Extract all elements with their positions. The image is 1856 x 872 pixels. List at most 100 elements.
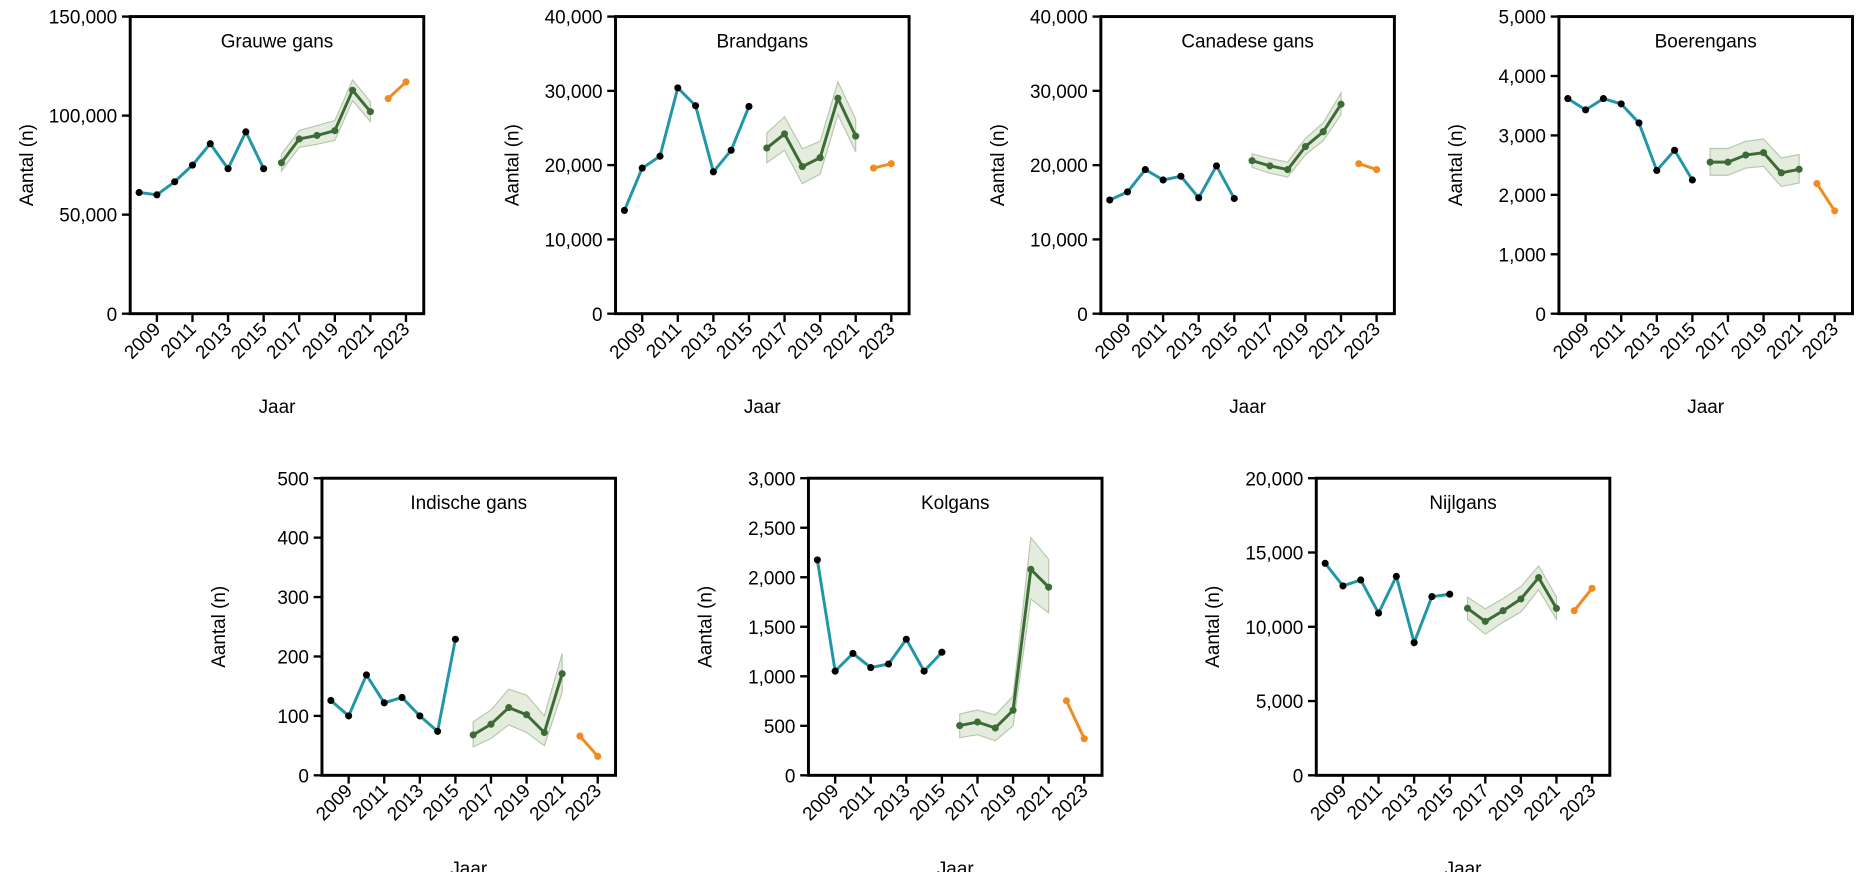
data-point: [1499, 607, 1507, 615]
x-tick-label: 2019: [1485, 781, 1530, 826]
y-tick-label: 400: [277, 529, 309, 550]
y-axis-label: Aantal (n): [1446, 124, 1467, 206]
data-point: [327, 696, 335, 705]
data-point: [1177, 172, 1185, 180]
data-point: [1617, 100, 1625, 108]
series-line: [1065, 700, 1086, 740]
y-tick-label: 100: [277, 707, 309, 728]
data-point: [1266, 162, 1274, 170]
x-tick-label: 2021: [334, 319, 379, 364]
data-point: [902, 635, 910, 643]
data-point: [1392, 572, 1400, 580]
data-point: [206, 140, 214, 148]
data-point: [831, 667, 839, 675]
x-tick-label: 2009: [606, 319, 651, 364]
data-point: [1599, 95, 1607, 103]
x-tick-label: 2021: [526, 781, 571, 826]
data-point: [1355, 160, 1363, 168]
data-point: [656, 152, 664, 160]
x-axis-label: Jaar: [1229, 397, 1266, 418]
data-point: [813, 556, 821, 564]
y-tick-label: 1,000: [748, 667, 795, 688]
data-point: [153, 191, 161, 199]
chart-panel: 010,00020,00030,00040,000200920112013201…: [502, 8, 911, 418]
y-tick-label: 0: [592, 305, 603, 326]
data-point: [1588, 584, 1596, 592]
x-tick-label: 2017: [1692, 319, 1737, 364]
y-tick-label: 100,000: [49, 107, 117, 128]
x-tick-label: 2013: [192, 319, 237, 364]
x-tick-label: 2015: [1413, 781, 1458, 826]
data-point: [135, 188, 143, 197]
data-point: [1027, 565, 1035, 573]
data-point: [1410, 639, 1418, 647]
data-point: [171, 178, 179, 186]
data-point: [1373, 166, 1381, 174]
x-tick-label: 2009: [1549, 319, 1594, 364]
y-tick-label: 1,500: [748, 618, 795, 639]
series-line: [329, 638, 457, 735]
y-tick-label: 500: [764, 717, 796, 738]
y-axis-label: Aantal (n): [695, 586, 716, 668]
chart-title: Nijlgans: [1429, 493, 1496, 514]
series-line: [280, 87, 372, 164]
y-tick-label: 0: [785, 766, 796, 787]
data-point: [1284, 166, 1292, 174]
y-tick-label: 5,000: [1256, 692, 1303, 713]
data-point: [1062, 697, 1070, 705]
chart-panel: 010,00020,00030,00040,000200920112013201…: [988, 8, 1396, 418]
plot-frame: [320, 476, 618, 777]
data-point: [1337, 100, 1345, 108]
x-axis-label: Jaar: [744, 397, 781, 418]
data-point: [380, 699, 388, 707]
data-point: [1195, 194, 1203, 202]
x-tick-label: 2015: [1198, 319, 1243, 364]
chart-title: Indische gans: [410, 493, 527, 514]
x-axis-label: Jaar: [259, 397, 296, 418]
chart-panel: 0 100 200 300 400 500 200920112013201520172019…: [209, 469, 618, 872]
y-axis-label: Aantal (n): [17, 124, 38, 206]
x-tick-label: 2017: [941, 781, 986, 826]
chart-title: Grauwe gans: [221, 31, 334, 52]
x-tick-label: 2013: [1162, 319, 1207, 364]
data-point: [920, 667, 928, 675]
data-point: [1671, 146, 1679, 154]
data-point: [638, 164, 646, 172]
data-point: [884, 660, 893, 668]
y-axis-label: Aantal (n): [209, 586, 230, 668]
y-tick-label: 5,000: [1499, 8, 1546, 29]
data-point: [313, 131, 321, 139]
data-point: [469, 731, 477, 739]
x-tick-label: 2017: [455, 781, 500, 826]
data-point: [1724, 158, 1732, 166]
x-tick-label: 2019: [298, 319, 343, 364]
data-point: [345, 712, 353, 720]
x-tick-label: 2011: [1586, 319, 1630, 363]
data-point: [1463, 604, 1472, 612]
data-point: [956, 722, 964, 730]
y-tick-label: 0: [1077, 305, 1088, 326]
x-tick-label: 2023: [1340, 319, 1385, 364]
data-point: [1339, 582, 1347, 590]
x-tick-label: 2011: [1128, 319, 1172, 363]
x-tick-label: 2011: [349, 781, 393, 825]
x-tick-label: 2017: [1449, 781, 1494, 826]
confidence-band: [766, 80, 857, 185]
x-tick-label: 2015: [906, 781, 951, 826]
series-line: [387, 80, 407, 100]
plot-frame: [614, 15, 911, 316]
data-point: [745, 102, 753, 110]
x-tick-label: 2023: [1798, 319, 1843, 364]
y-tick-label: 200: [277, 648, 309, 669]
data-point: [434, 727, 442, 735]
series-line: [578, 735, 599, 758]
x-tick-label: 2019: [977, 781, 1022, 826]
x-tick-label: 2017: [748, 319, 793, 364]
plot-frame: [1557, 15, 1854, 316]
y-tick-label: 500: [277, 469, 309, 490]
data-point: [366, 108, 374, 116]
x-tick-label: 2011: [157, 319, 201, 363]
x-tick-label: 2011: [835, 781, 879, 825]
